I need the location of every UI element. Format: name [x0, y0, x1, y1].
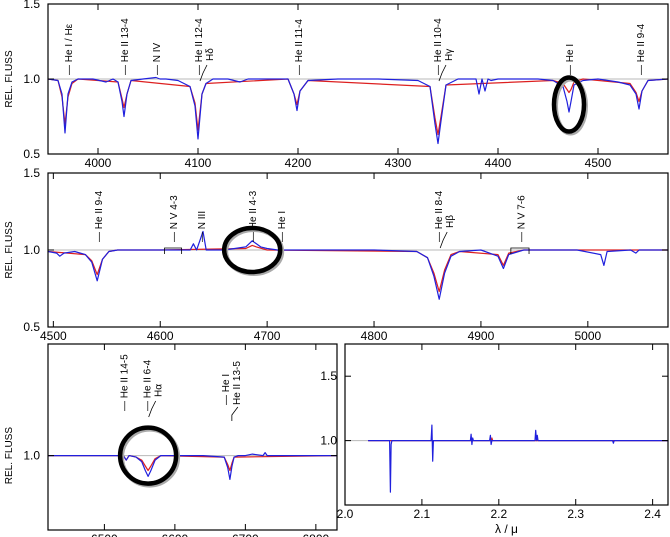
line-id-he-i-h-: — He I / Hε: [64, 23, 75, 75]
line-id-n-v-4-3: — N V 4-3: [164, 195, 183, 254]
y-tick-label: 1.0: [23, 243, 40, 257]
line-id-he-ii-10-4: — He II 10-4 Hγ: [433, 18, 455, 82]
line-label: — He II 12-4: [194, 18, 205, 75]
panel-bottom-left: 6500 6600 6700 6800 1.0 REL. FLUSS — He II 14-…: [4, 343, 338, 537]
highlight-circle: [551, 75, 587, 134]
line-id-he-ii-9-4: — He II 9-4: [94, 190, 105, 242]
x-tick-label: 2.0: [337, 507, 354, 521]
x-tick-label: 6800: [303, 532, 330, 537]
x-tick-label: 4000: [85, 156, 112, 170]
line-label: — N V 7-6: [516, 195, 527, 242]
line-label: — N V 4-3: [169, 195, 180, 242]
line-label-secondary: Hγ: [444, 49, 455, 61]
line-label: — He I / Hε: [64, 23, 75, 75]
y-tick-label: 1.0: [23, 449, 40, 463]
line-label: — He II 13-4: [120, 18, 131, 75]
line-id-n-v-7-6: — N V 7-6: [510, 195, 530, 254]
line-id-he-i: — He I: [565, 44, 576, 75]
x-axis-label: λ / μ: [495, 522, 518, 536]
x-tick-label: 2.1: [414, 507, 431, 521]
line-id-he-ii-14-5: — He II 14-5: [119, 354, 130, 411]
fork-mark: [439, 231, 448, 249]
model-line-blue: [368, 424, 668, 493]
line-label-secondary: Hδ: [205, 48, 216, 61]
highlight-circle: [221, 225, 283, 275]
x-tick-label: 6600: [162, 532, 189, 537]
bracket-mark: [510, 247, 530, 254]
model-line-red: [48, 455, 337, 472]
x-tick-label: 2.3: [567, 507, 584, 521]
x-tick-label: 4600: [147, 329, 174, 343]
line-label: — He I: [277, 211, 288, 242]
line-label: — He II 9-4: [94, 190, 105, 242]
line-label: — He II 6-4: [143, 359, 154, 411]
fork-mark: [148, 400, 157, 418]
model-line-blue: [48, 230, 668, 300]
line-label: — He II 10-4: [433, 18, 444, 75]
panel-middle: 4500 4600 4700 4800 4900 5000 0.5 1.0 1.5 REL. FL…: [4, 166, 669, 343]
line-label: — He II 9-4: [636, 23, 647, 75]
y-tick-label: 1.5: [320, 369, 337, 383]
y-tick-label: 0.5: [23, 147, 40, 161]
x-tick-label: 4500: [40, 329, 67, 343]
line-label: — He I: [221, 374, 232, 405]
line-id-n-iv: — N IV: [152, 42, 163, 75]
line-id-he-ii-11-4: — He II 11-4: [294, 19, 305, 75]
line-id-he-i: — He I He II 13-5: [221, 361, 243, 421]
x-tick-label: 4700: [254, 329, 281, 343]
x-tick-label: 4400: [485, 156, 512, 170]
panel-frame: [344, 343, 669, 506]
line-label: — He II 4-3: [248, 190, 259, 242]
y-axis-label: REL. FLUSS: [4, 221, 15, 279]
model-line-blue: [48, 76, 668, 145]
line-label: — He II 11-4: [294, 19, 305, 75]
x-tick-label: 4100: [185, 156, 212, 170]
line-id-he-ii-6-4: — He II 6-4 Hα: [143, 359, 165, 418]
line-label-secondary: Hβ: [445, 215, 456, 228]
x-tick-label: 4500: [585, 156, 612, 170]
fork-mark: [199, 64, 208, 82]
x-tick-label: 4800: [361, 329, 388, 343]
x-tick-label: 4900: [468, 329, 495, 343]
fork-mark: [231, 406, 239, 421]
model-line-red: [48, 244, 668, 293]
x-tick-label: 6700: [232, 532, 259, 537]
y-tick-label: 1.5: [23, 166, 40, 180]
model-line-red: [48, 78, 668, 136]
y-tick-label: 1.5: [23, 0, 40, 11]
line-id-n-iii: — N III: [197, 211, 208, 242]
panel-frame: [47, 343, 338, 531]
x-tick-label: 5000: [574, 329, 601, 343]
y-tick-label: 0.5: [23, 320, 40, 334]
line-id-he-ii-9-4: — He II 9-4: [636, 23, 647, 75]
line-label: — He II 14-5: [119, 354, 130, 411]
line-label-secondary: Hα: [154, 384, 165, 397]
line-label: — He I: [565, 44, 576, 75]
y-axis-label: REL. FLUSS: [4, 50, 15, 108]
line-id-he-ii-12-4: — He II 12-4 Hδ: [194, 18, 216, 82]
line-id-he-i: — He I: [277, 211, 288, 242]
y-axis-label: REL. FLUSS: [4, 427, 15, 485]
panel-bottom-right: 2.0 2.1 2.2 2.3 2.4 1.0 1.5 λ / μ: [320, 343, 669, 536]
panel-top: 4000 4100 4200 4300 4400 4500 0.5 1.0 1.5 REL. FL…: [4, 0, 669, 170]
line-label: He II 13-5: [232, 361, 243, 405]
line-id-he-ii-13-4: — He II 13-4: [120, 18, 131, 75]
model-line-blue: [48, 452, 337, 480]
line-id-he-ii-4-3: — He II 4-3: [248, 190, 259, 242]
line-label: — He II 8-4: [434, 190, 445, 242]
x-tick-label: 2.4: [644, 507, 661, 521]
x-tick-label: 4200: [285, 156, 312, 170]
x-tick-label: 2.2: [490, 507, 507, 521]
y-tick-label: 1.0: [320, 434, 337, 448]
line-label: — N IV: [152, 42, 163, 75]
x-tick-label: 6500: [91, 532, 118, 537]
x-tick-label: 4300: [385, 156, 412, 170]
highlight-circle: [117, 425, 179, 486]
y-tick-label: 1.0: [23, 72, 40, 86]
fork-mark: [438, 64, 447, 82]
line-label: — N III: [197, 211, 208, 242]
line-id-he-ii-8-4: — He II 8-4 Hβ: [434, 190, 456, 249]
bracket-mark: [164, 247, 183, 254]
